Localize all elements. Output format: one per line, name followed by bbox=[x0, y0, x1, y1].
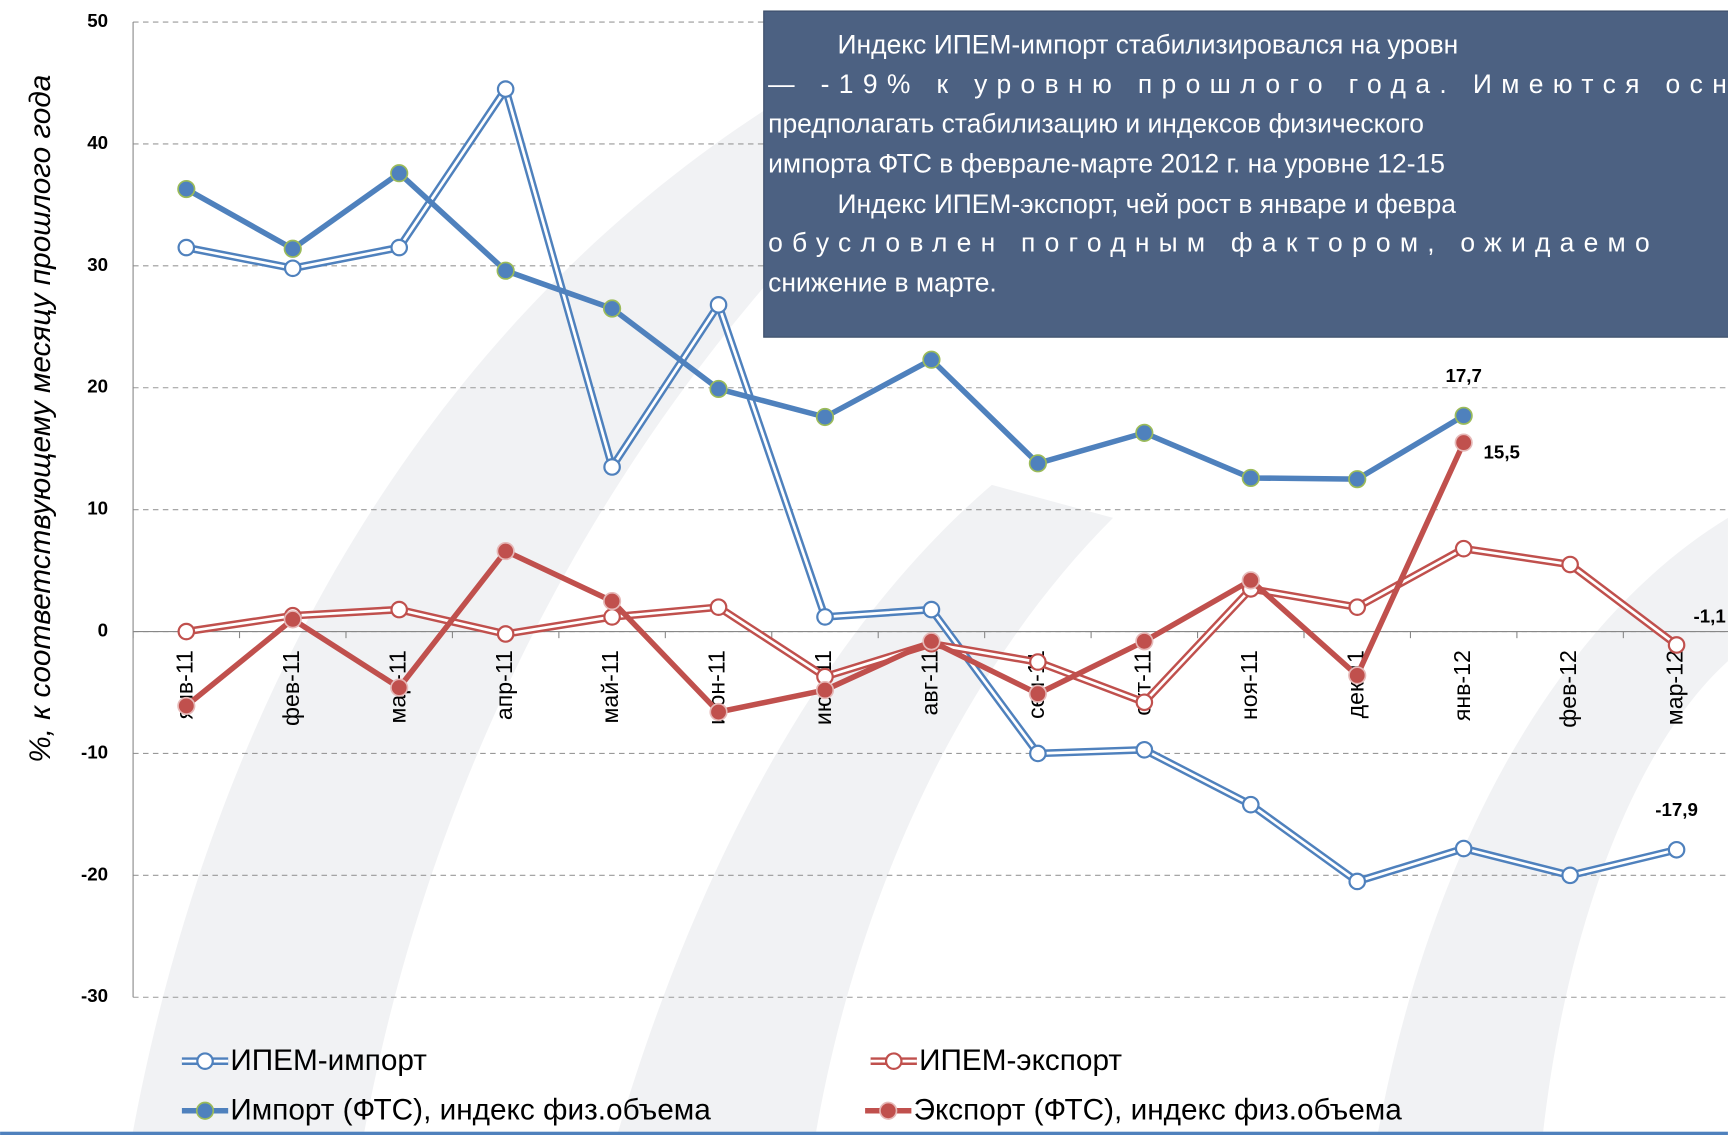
legend-label: Экспорт (ФТС), индекс физ.объема bbox=[914, 1094, 1403, 1127]
point bbox=[1135, 632, 1154, 651]
data-label: 17,7 bbox=[1445, 365, 1481, 386]
x-tick-label: янв-12 bbox=[1449, 650, 1475, 721]
legend-marker bbox=[884, 1052, 903, 1070]
legend-marker bbox=[196, 1052, 214, 1070]
point bbox=[390, 238, 409, 257]
point bbox=[1454, 406, 1473, 425]
y-tick-label: 10 bbox=[87, 498, 108, 519]
y-tick-label: 30 bbox=[87, 254, 108, 275]
data-label: 15,5 bbox=[1484, 442, 1520, 463]
annotation-line: снижение в марте. bbox=[768, 267, 997, 297]
annotation-line: предполагать стабилизацию и индексов физ… bbox=[768, 109, 1424, 139]
legend-label: ИПЕМ-импорт bbox=[230, 1044, 427, 1077]
point bbox=[1348, 666, 1367, 685]
point bbox=[1241, 468, 1260, 488]
point bbox=[1029, 744, 1047, 763]
point bbox=[1241, 795, 1260, 814]
y-tick-label: 0 bbox=[98, 620, 108, 641]
point bbox=[1135, 740, 1154, 759]
y-tick-label: 50 bbox=[87, 10, 108, 31]
point bbox=[922, 350, 941, 369]
point bbox=[390, 164, 409, 183]
point bbox=[603, 591, 622, 611]
point bbox=[1348, 598, 1367, 616]
x-tick-label: мар-12 bbox=[1662, 650, 1688, 725]
point bbox=[1561, 866, 1579, 885]
data-label: -1,1 bbox=[1693, 605, 1725, 626]
point bbox=[1667, 636, 1686, 654]
point bbox=[922, 632, 941, 651]
point bbox=[1135, 423, 1154, 442]
y-tick-label: -20 bbox=[81, 863, 108, 884]
point bbox=[283, 239, 302, 258]
x-tick-label: апр-11 bbox=[491, 650, 517, 720]
point bbox=[1028, 684, 1047, 703]
legend-marker bbox=[879, 1101, 898, 1120]
point bbox=[1028, 454, 1047, 473]
point bbox=[922, 600, 941, 619]
point bbox=[177, 696, 196, 716]
point bbox=[283, 610, 302, 629]
x-tick-label: май-11 bbox=[597, 650, 623, 723]
point bbox=[1454, 433, 1473, 452]
y-tick-label: -30 bbox=[81, 985, 108, 1006]
point bbox=[1241, 571, 1260, 590]
point bbox=[709, 296, 728, 314]
point bbox=[709, 379, 728, 399]
point bbox=[815, 407, 835, 427]
annotation-background bbox=[763, 10, 1728, 338]
point bbox=[1454, 539, 1473, 558]
point bbox=[390, 600, 409, 619]
annotation-line: импорта ФТС в феврале-марте 2012 г. на у… bbox=[768, 148, 1445, 178]
legend-label: Импорт (ФТС), индекс физ.объема bbox=[230, 1094, 711, 1127]
point bbox=[1029, 653, 1047, 671]
point bbox=[603, 458, 621, 476]
point bbox=[1667, 840, 1686, 859]
bottom-border bbox=[0, 1131, 1728, 1135]
point bbox=[177, 622, 196, 641]
point bbox=[390, 678, 409, 697]
legend-label: ИПЕМ-экспорт bbox=[919, 1044, 1122, 1077]
point bbox=[177, 179, 196, 199]
annotation-box: Индекс ИПЕМ-импорт стабилизировался на у… bbox=[763, 10, 1728, 338]
x-tick-label: авг-11 bbox=[917, 650, 943, 715]
data-label: -17,9 bbox=[1655, 799, 1698, 820]
point bbox=[496, 542, 515, 561]
x-tick-label: фев-11 bbox=[278, 650, 304, 726]
x-tick-label: фев-12 bbox=[1555, 650, 1581, 728]
y-axis-label: %, к соответствующему месяцу прошлого го… bbox=[24, 75, 57, 763]
legend-marker bbox=[195, 1101, 215, 1120]
point bbox=[815, 680, 835, 700]
point bbox=[603, 299, 622, 318]
point bbox=[709, 598, 728, 616]
y-tick-label: 40 bbox=[87, 132, 108, 153]
point bbox=[816, 608, 834, 626]
x-tick-label: ноя-11 bbox=[1236, 650, 1262, 720]
point bbox=[603, 608, 621, 626]
point bbox=[1454, 839, 1473, 858]
y-tick-label: -10 bbox=[81, 741, 108, 762]
point bbox=[177, 238, 196, 257]
point bbox=[496, 80, 515, 98]
background-decoration bbox=[132, 66, 1728, 1135]
point bbox=[283, 259, 302, 278]
point bbox=[1561, 555, 1579, 574]
point bbox=[1348, 470, 1367, 489]
annotation-line: Индекс ИПЕМ-экспорт, чей рост в январе и… bbox=[838, 189, 1457, 219]
point bbox=[496, 261, 515, 280]
point bbox=[496, 625, 515, 643]
point bbox=[1348, 872, 1367, 891]
annotation-line: Индекс ИПЕМ-импорт стабилизировался на у… bbox=[838, 29, 1459, 59]
y-tick-label: 20 bbox=[87, 376, 108, 397]
point bbox=[709, 702, 728, 722]
point bbox=[1135, 693, 1154, 712]
